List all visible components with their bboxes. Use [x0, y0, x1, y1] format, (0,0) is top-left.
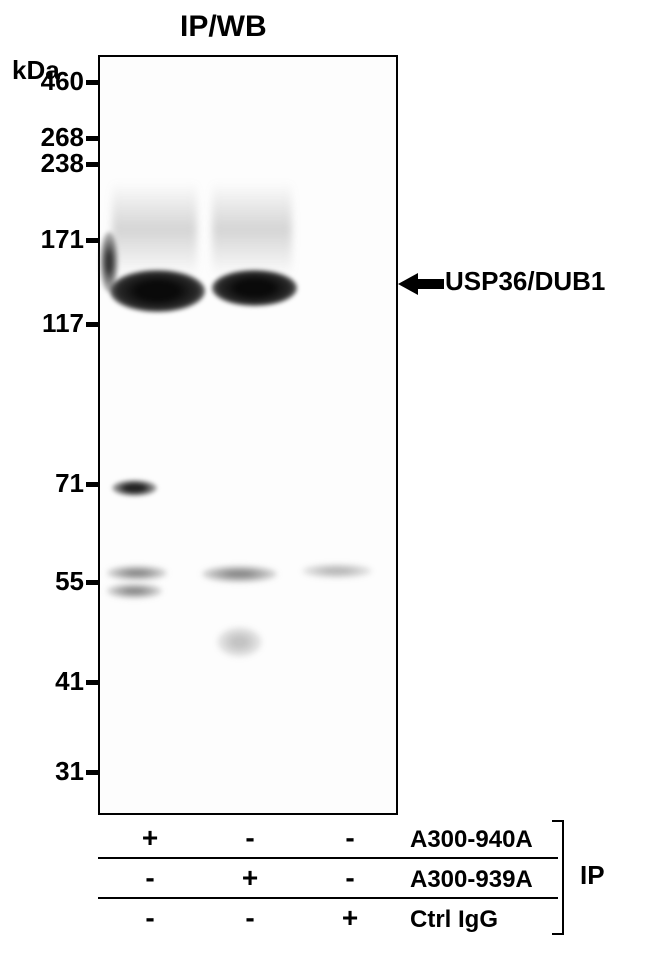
band-55-lane3 — [302, 564, 372, 578]
lane3-row2-marker: - — [335, 862, 365, 894]
lane3-row1-marker: - — [335, 822, 365, 854]
mw-marker-117: 117 — [42, 308, 84, 339]
mw-tick-71 — [86, 482, 98, 487]
smear-lane1 — [112, 182, 197, 277]
smear-lane2 — [212, 182, 292, 277]
mw-marker-55: 55 — [55, 566, 84, 597]
ip-bracket-vertical — [562, 820, 564, 935]
figure-container: IP/WB kDa 460 268 238 171 117 71 55 41 3… — [0, 0, 650, 975]
band-label: USP36/DUB1 — [445, 266, 605, 297]
band-71-lane1 — [112, 480, 157, 496]
mw-marker-41: 41 — [55, 666, 84, 697]
ip-row2-label: A300-939A — [410, 866, 533, 894]
mw-tick-268 — [86, 136, 98, 141]
arrow-head-icon — [398, 273, 418, 295]
mw-tick-171 — [86, 238, 98, 243]
row-divider-2 — [98, 897, 558, 899]
main-band-lane2 — [212, 270, 297, 306]
mw-tick-117 — [86, 322, 98, 327]
mw-marker-238: 238 — [41, 148, 84, 179]
ip-bracket-top-tick — [552, 820, 564, 822]
ip-row1-label: A300-940A — [410, 826, 533, 854]
lane2-row2-marker: + — [235, 862, 265, 894]
mw-tick-460 — [86, 80, 98, 85]
western-blot-image — [98, 55, 398, 815]
lane2-row3-marker: - — [235, 902, 265, 934]
lane3-row3-marker: + — [335, 902, 365, 934]
mw-marker-460: 460 — [41, 66, 84, 97]
row-divider-1 — [98, 857, 558, 859]
mw-tick-41 — [86, 680, 98, 685]
band-55-lane1a — [107, 566, 167, 580]
mw-marker-171: 171 — [41, 224, 84, 255]
main-band-lane1 — [110, 270, 205, 312]
ip-row3-label: Ctrl IgG — [410, 906, 498, 934]
mw-tick-238 — [86, 162, 98, 167]
band-55-lane2 — [202, 566, 277, 582]
lane1-row3-marker: - — [135, 902, 165, 934]
mw-marker-31: 31 — [55, 756, 84, 787]
mw-marker-71: 71 — [55, 468, 84, 499]
ip-bracket-bottom-tick — [552, 933, 564, 935]
ip-bracket-label: IP — [580, 860, 605, 891]
smudge-lane2 — [217, 627, 262, 657]
lane1-row1-marker: + — [135, 822, 165, 854]
mw-tick-31 — [86, 770, 98, 775]
arrow-shaft — [416, 279, 444, 289]
figure-title: IP/WB — [180, 10, 267, 44]
lane2-row1-marker: - — [235, 822, 265, 854]
lane1-row2-marker: - — [135, 862, 165, 894]
band-55-lane1b — [107, 584, 162, 598]
mw-tick-55 — [86, 580, 98, 585]
